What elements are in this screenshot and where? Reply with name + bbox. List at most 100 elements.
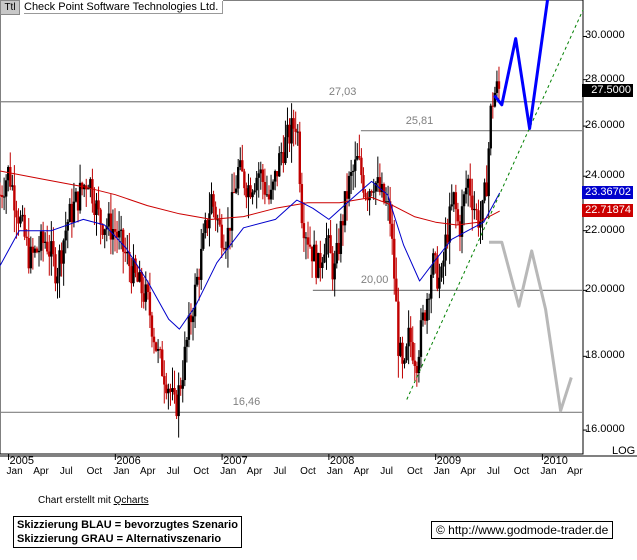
candle-body xyxy=(220,224,223,248)
candle-body xyxy=(191,316,195,323)
candle-body xyxy=(76,191,80,211)
candle-body xyxy=(107,213,111,227)
candle-body xyxy=(343,191,347,226)
site-link[interactable]: © http://www.godmode-trader.de xyxy=(431,521,614,539)
candle-body xyxy=(495,81,499,93)
candle-body xyxy=(200,248,203,280)
candle-body xyxy=(138,271,141,282)
candle-body xyxy=(306,237,310,245)
candle-body xyxy=(78,182,82,211)
candle-body xyxy=(304,237,308,239)
candle-body xyxy=(146,284,150,293)
month-label: Jan xyxy=(433,466,450,477)
candle-body xyxy=(245,188,248,198)
candle-body xyxy=(31,246,35,253)
candle-body xyxy=(421,312,425,321)
month-label: Jan xyxy=(6,466,23,477)
candle-body xyxy=(315,244,318,278)
candle-body xyxy=(169,388,172,392)
candle-body xyxy=(183,346,187,381)
month-label: Jan xyxy=(540,466,557,477)
plot-area xyxy=(0,0,637,460)
candle-body xyxy=(222,247,226,250)
candle-body xyxy=(251,192,254,198)
year-label: 2005 xyxy=(9,455,35,467)
candle-body xyxy=(317,253,320,278)
legend-blue: Skizzierung BLAU = bevorzugtes Szenario xyxy=(17,519,238,531)
candle-body xyxy=(269,189,273,200)
candle-body xyxy=(243,171,246,189)
candle-body xyxy=(475,208,478,211)
candle-body xyxy=(95,200,98,216)
candle-body xyxy=(413,360,416,367)
candle-body xyxy=(64,230,67,241)
candle-body xyxy=(323,254,326,263)
month-label: Jul xyxy=(166,466,180,477)
candle-body xyxy=(212,194,215,207)
candle-body xyxy=(177,385,180,417)
candle-body xyxy=(56,276,59,284)
candle-body xyxy=(284,137,287,164)
candle-body xyxy=(23,214,26,237)
candle-body xyxy=(460,206,464,237)
candle-body xyxy=(308,244,312,247)
candle-body xyxy=(247,185,250,198)
candle-body xyxy=(156,349,160,351)
candle-body xyxy=(446,234,449,243)
candle-body xyxy=(142,293,145,302)
candle-body xyxy=(483,182,486,201)
candle-body xyxy=(167,388,170,394)
qcharts-link[interactable]: Qcharts xyxy=(113,495,149,506)
credit-prefix: Chart erstellt mit xyxy=(38,495,114,506)
candle-body xyxy=(99,209,102,225)
candle-body xyxy=(249,185,252,198)
candle-body xyxy=(489,105,492,149)
month-label: Jan xyxy=(326,466,343,477)
candle-body xyxy=(93,203,96,216)
candle-body xyxy=(163,376,166,385)
candle-body xyxy=(103,229,106,235)
candle-body xyxy=(171,388,174,392)
candle-body xyxy=(464,187,468,195)
month-label: Jan xyxy=(113,466,130,477)
candle-body xyxy=(179,385,182,389)
chart-header: Ttl Check Point Software Technologies Lt… xyxy=(0,0,224,15)
candle-body xyxy=(386,201,390,203)
candle-body xyxy=(319,253,322,268)
candle-body xyxy=(393,238,396,279)
overlays xyxy=(0,0,584,413)
candle-body xyxy=(280,152,283,154)
candle-body xyxy=(216,219,219,221)
candle-body xyxy=(230,192,234,231)
support-trendline xyxy=(406,9,584,400)
candle-body xyxy=(87,188,90,190)
month-label: Jul xyxy=(273,466,287,477)
candle-body xyxy=(466,178,470,188)
candle-body xyxy=(360,157,363,176)
candle-body xyxy=(282,152,285,164)
candle-body xyxy=(134,258,137,273)
candle-body xyxy=(362,175,365,193)
candle-body xyxy=(263,181,267,195)
candle-body xyxy=(4,180,8,197)
month-label: Oct xyxy=(193,466,209,477)
candle-body xyxy=(452,192,456,205)
candle-body xyxy=(60,250,63,264)
candle-body xyxy=(115,231,119,238)
candle-body xyxy=(395,278,398,302)
plot-frame xyxy=(0,0,584,455)
candle-body xyxy=(310,246,314,262)
candle-body xyxy=(197,276,201,280)
candle-body xyxy=(450,204,453,207)
candle-body xyxy=(292,118,295,129)
candle-body xyxy=(417,356,421,374)
candle-body xyxy=(409,327,412,343)
candle-body xyxy=(329,235,332,254)
candle-body xyxy=(473,208,476,211)
candle-body xyxy=(50,241,53,257)
candle-body xyxy=(43,241,47,243)
candle-body xyxy=(185,339,189,347)
candle-body xyxy=(46,241,49,252)
y-tick-label: 30.0000 xyxy=(585,29,625,42)
candle-body xyxy=(265,194,269,196)
